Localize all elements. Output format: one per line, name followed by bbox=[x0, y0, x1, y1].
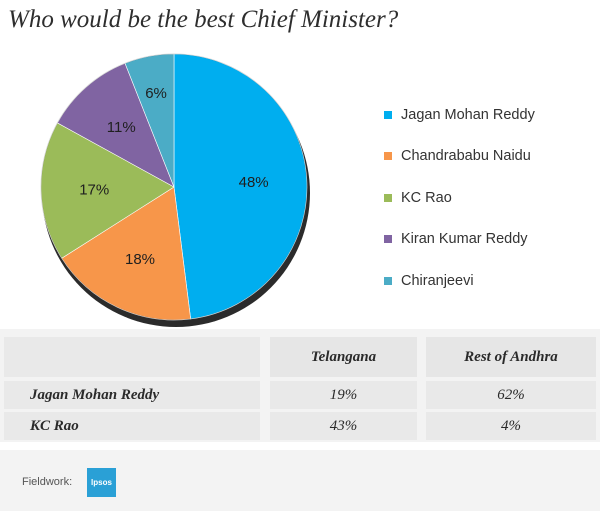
table-header-rest-of-andhra: Rest of Andhra bbox=[426, 337, 596, 377]
results-table: Telangana Rest of Andhra Jagan Mohan Red… bbox=[0, 329, 600, 442]
legend-label: Chiranjeevi bbox=[401, 272, 474, 289]
table-cell: 19% bbox=[270, 381, 417, 409]
legend-swatch bbox=[384, 276, 392, 285]
legend-label: Chandrababu Naidu bbox=[401, 148, 531, 165]
table-cell: 62% bbox=[426, 381, 596, 409]
pie-chart: 48% 18% 17% 11% 6% bbox=[40, 53, 310, 327]
legend-item-naidu: Chandrababu Naidu bbox=[384, 136, 535, 178]
pie-slice-chandrababu-naidu bbox=[61, 186, 192, 321]
table-header-empty bbox=[4, 337, 260, 377]
table-row-label: Jagan Mohan Reddy bbox=[4, 381, 260, 409]
pie-slice-label: 11% bbox=[107, 119, 136, 136]
table-row-label: KC Rao bbox=[4, 412, 260, 440]
table-header-telangana: Telangana bbox=[270, 337, 417, 377]
pie-rim bbox=[40, 53, 308, 321]
legend-item-kiran: Kiran Kumar Reddy bbox=[384, 219, 535, 261]
ipsos-logo: Ipsos bbox=[87, 468, 116, 497]
legend-swatch bbox=[384, 110, 392, 119]
legend-item-jagan: Jagan Mohan Reddy bbox=[384, 94, 535, 136]
legend-label: Kiran Kumar Reddy bbox=[401, 231, 528, 248]
legend-swatch bbox=[384, 235, 392, 244]
pie-slice-label: 6% bbox=[145, 85, 167, 102]
pie-slice-chiranjeevi bbox=[124, 53, 175, 188]
legend-swatch bbox=[384, 193, 392, 202]
pie-slice-kiran-kumar-reddy bbox=[57, 62, 175, 188]
chart-title: Who would be the best Chief Minister? bbox=[8, 6, 399, 33]
table-cell: 43% bbox=[270, 412, 417, 440]
legend-label: KC Rao bbox=[401, 189, 452, 206]
legend: Jagan Mohan Reddy Chandrababu Naidu KC R… bbox=[384, 94, 535, 302]
legend-item-chiranjeevi: Chiranjeevi bbox=[384, 260, 535, 302]
pie-slice-label: 48% bbox=[239, 174, 269, 191]
legend-label: Jagan Mohan Reddy bbox=[401, 106, 535, 123]
legend-item-kcrao: KC Rao bbox=[384, 177, 535, 219]
pie-slice-kc-rao bbox=[40, 122, 175, 259]
legend-swatch bbox=[384, 152, 392, 161]
ipsos-logo-text: Ipsos bbox=[91, 478, 112, 487]
pie-slice-label: 18% bbox=[125, 251, 155, 268]
pie-slice-jagan-mohan-reddy bbox=[173, 53, 308, 320]
table-cell: 4% bbox=[426, 412, 596, 440]
pie-slice-label: 17% bbox=[79, 182, 109, 199]
fieldwork-label: Fieldwork: bbox=[22, 476, 73, 488]
